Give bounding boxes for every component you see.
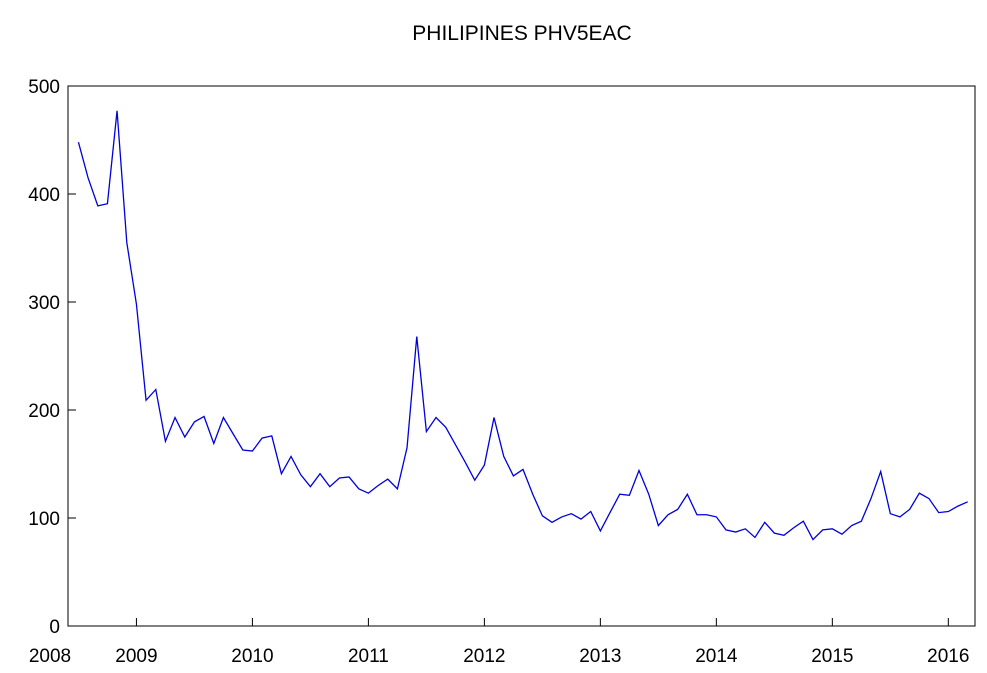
chart-title: PHILIPINES PHV5EAC [412,22,631,45]
x-tick-label: 2011 [348,646,389,667]
x-tick-label: 2012 [463,646,505,667]
data-line [77,110,968,541]
x-tick-label: 2009 [115,646,157,667]
y-tick-label: 100 [28,509,60,530]
y-tick-label: 0 [49,617,60,638]
y-tick-label: 400 [28,185,60,206]
y-tick-label: 500 [28,77,60,98]
y-tick-label: 300 [28,293,60,314]
x-tick-label: 2013 [579,646,621,667]
x-tick-label: 2008 [29,646,71,667]
y-tick-label: 200 [28,401,60,422]
plot-frame [67,85,976,627]
x-tick-label: 2016 [927,646,969,667]
x-tick-label: 2014 [695,646,738,667]
x-tick-label: 2015 [811,646,853,667]
x-tick-label: 2010 [231,646,273,667]
